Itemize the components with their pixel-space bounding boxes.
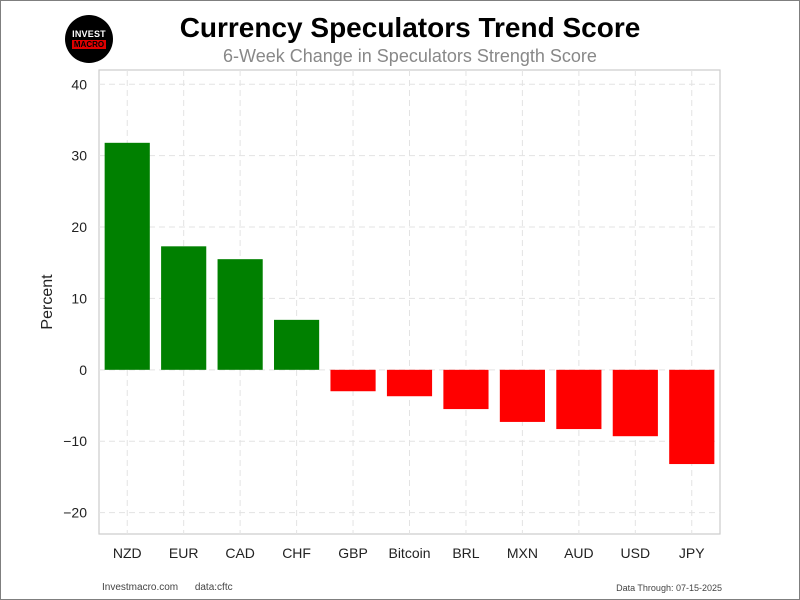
y-tick-label: 40 [71,76,87,92]
chart-title: Currency Speculators Trend Score [179,12,641,43]
y-axis-label: Percent [39,274,56,330]
x-tick-label: NZD [113,545,142,561]
bar-aud [556,369,602,430]
bar-chf [274,319,320,370]
logo-text-bottom: MACRO [71,40,107,49]
x-tick-label: EUR [169,545,199,561]
x-tick-label: BRL [452,545,479,561]
x-tick-label: USD [621,545,651,561]
bar-jpy [669,369,715,465]
bar-usd [612,369,658,437]
bar-brl [443,369,489,410]
y-tick-label: 10 [71,290,87,306]
bar-gbp [330,369,376,392]
y-tick-label: 30 [71,148,87,164]
y-tick-label: −10 [63,433,87,449]
investmacro-logo: INVEST MACRO [65,15,113,63]
bar-nzd [104,142,150,370]
bar-eur [161,246,207,370]
chart-subtitle: 6-Week Change in Speculators Strength Sc… [223,46,597,66]
y-tick-label: 0 [79,362,87,378]
logo-text-top: INVEST [72,29,106,39]
footer-left: Investmacro.com data:cftc [102,582,233,593]
x-tick-label: AUD [564,545,594,561]
y-tick-label: 20 [71,219,87,235]
bar-mxn [499,369,545,422]
x-tick-label: GBP [338,545,368,561]
x-tick-label: MXN [507,545,538,561]
bar-bitcoin [386,369,433,397]
y-tick-label: −20 [63,505,87,521]
x-tick-label: Bitcoin [388,545,430,561]
footer-data-through: Data Through: 07-15-2025 [616,583,722,593]
x-tick-label: CAD [225,545,255,561]
footer-site: Investmacro.com [102,582,179,593]
x-tick-label: JPY [679,545,705,561]
footer-source: data:cftc [194,582,233,593]
x-tick-label: CHF [282,545,311,561]
bar-cad [217,259,263,370]
